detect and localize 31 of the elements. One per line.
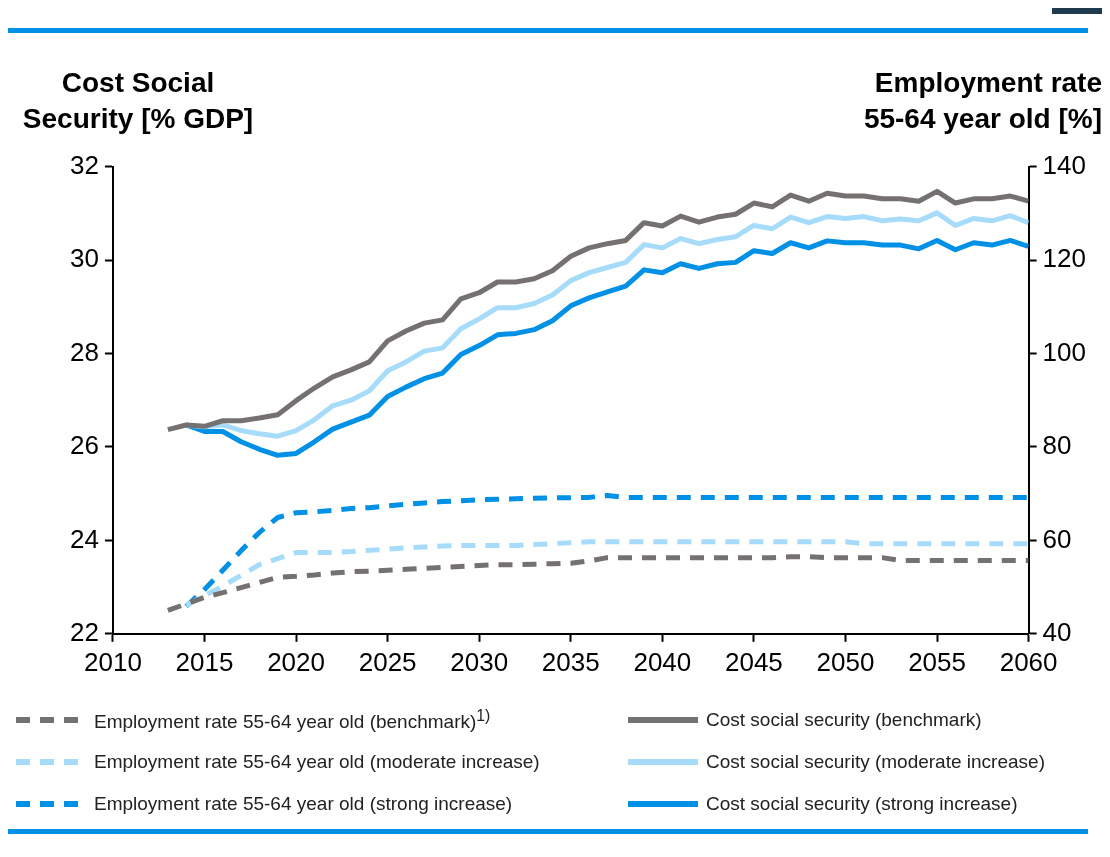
- y2-tick-label: 140: [1042, 149, 1087, 180]
- y2-tick-label: 100: [1042, 336, 1087, 367]
- x-tick-label: 2035: [541, 646, 600, 677]
- y2-tick-label: 40: [1042, 616, 1072, 647]
- y-tick-label: 30: [70, 243, 99, 274]
- y2-tick-label: 60: [1042, 523, 1072, 554]
- legend-label: Employment rate 55-64 year old (moderate increase): [94, 751, 540, 773]
- legend-label: Cost social security (moderate increase): [706, 751, 1045, 773]
- x-tick-label: 2055: [908, 646, 966, 677]
- x-tick-label: 2050: [816, 646, 875, 677]
- legend-label: Cost social security (strong increase): [706, 793, 1018, 815]
- y-tick-label: 22: [70, 616, 99, 647]
- x-tick-label: 2025: [358, 646, 417, 677]
- y2-tick-label: 80: [1042, 430, 1072, 461]
- x-tick-label: 2020: [267, 646, 325, 677]
- y-tick-label: 28: [70, 336, 99, 367]
- legend-label: Employment rate 55-64 year old (benchmark)$^{1)}$: [94, 706, 491, 734]
- y-axis-title: Cost Social Security [% GDP]: [21, 66, 255, 136]
- x-tick-label: 2040: [633, 646, 692, 677]
- y-tick-label: 24: [70, 523, 99, 554]
- y-tick-label: 32: [70, 149, 99, 180]
- x-tick-label: 2045: [724, 646, 783, 677]
- legend-label: Cost social security (benchmark): [706, 709, 982, 731]
- x-tick-label: 2010: [84, 646, 142, 677]
- x-tick-label: 2060: [999, 646, 1058, 677]
- y-tick-label: 26: [70, 430, 99, 461]
- y2-tick-label: 120: [1042, 243, 1087, 274]
- x-tick-label: 2030: [450, 646, 509, 677]
- legend-label: Employment rate 55-64 year old (strong increase): [94, 793, 513, 815]
- x-tick-label: 2015: [175, 646, 234, 677]
- y2-axis-title: Employment rate 55-64 year old [%]: [862, 66, 1102, 136]
